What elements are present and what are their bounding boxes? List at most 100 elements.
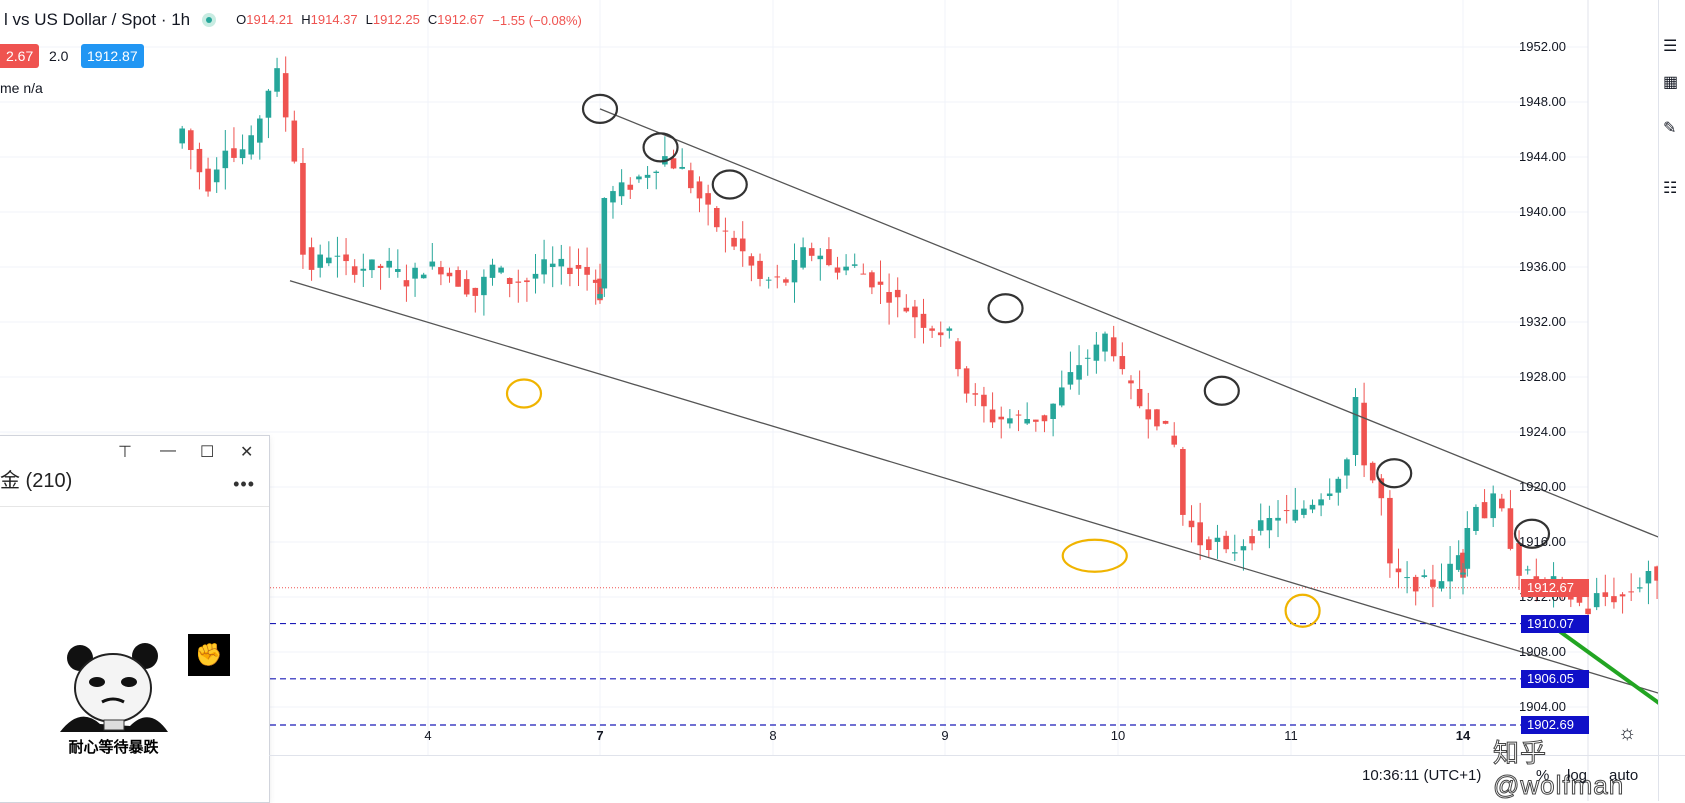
candle-body [670,158,677,169]
candle-body [231,148,237,158]
minimize-button[interactable]: — [160,442,176,459]
candle-body [1309,504,1316,510]
trendline-upper [599,108,1685,549]
maximize-button[interactable]: ☐ [200,444,215,461]
candle-body [808,248,815,256]
candle-body [386,260,392,268]
price-tick-label: 1928.00 [1519,369,1566,384]
annotations [505,93,1685,731]
candle-body [1058,387,1065,406]
candle-body [843,266,849,271]
candle-body [1033,419,1039,422]
candle-body [1240,546,1247,551]
menu-icon[interactable]: ☰ [1663,38,1678,55]
log-button[interactable]: log [1567,767,1588,784]
candle-body [713,208,720,228]
candle-body [1154,409,1160,427]
candle-body [1162,420,1169,424]
candle-body [575,264,582,269]
candle-body [265,90,272,118]
time-tick-label: 8 [769,728,777,743]
pin-icon[interactable]: ⊤ [118,444,132,461]
candle-body [1455,555,1462,570]
price-tick-label: 1908.00 [1519,644,1566,659]
pencil-icon[interactable]: ✎ [1663,120,1677,137]
close-button[interactable]: ✕ [240,444,254,461]
trendline-lower [289,280,1685,702]
candle-body [438,267,444,275]
candle-body [567,267,573,275]
peak-circle [711,169,748,200]
candle-body [1344,459,1350,476]
candle-body [1050,403,1056,420]
candle-body [351,266,358,275]
candle-body [1490,493,1496,519]
candle-body [1412,576,1419,592]
symbol-title[interactable]: l vs US Dollar / Spot · 1h [4,10,191,29]
candle-body [972,393,979,395]
candle-body [1206,539,1212,551]
candle-body [1015,414,1022,416]
candle-body [1378,478,1385,499]
time-tick-label: 4 [424,728,432,743]
percent-button[interactable]: % [1536,767,1550,784]
peak-circle [581,93,619,124]
candle-body [1326,493,1333,496]
candle-body [1128,380,1134,384]
candle-body [1369,462,1376,481]
candle-body [248,135,254,155]
candle-body [1481,502,1488,519]
candle-body [981,394,987,407]
candle-body [1619,594,1626,597]
candle-body [1404,577,1410,579]
candle-body [696,181,703,199]
time-tick-label: 10 [1110,728,1126,743]
level-price-tag: 1906.05 [1521,669,1589,688]
price-tick-label: 1940.00 [1519,204,1566,219]
chart-header: l vs US Dollar / Spot · 1h O1914.21 H1914… [0,8,590,32]
settings-icon[interactable]: ☼ [1618,722,1637,744]
ohlc-l: L1912.25 [365,12,420,27]
candle-body [592,279,599,283]
candle-body [377,265,384,268]
support-circle [505,378,543,409]
candle-body [1460,572,1466,575]
ohlc-h: H1914.37 [301,12,358,27]
trendlines[interactable] [289,108,1685,707]
grid-icon[interactable]: ▦ [1663,74,1679,91]
candle-body [429,261,436,267]
time-tick-label: 7 [596,728,604,743]
price-change: −1.55 (−0.08%) [492,12,582,28]
candle-body [1275,517,1281,521]
ohlc-o: O1914.21 [236,12,294,27]
sell-button[interactable]: 2.67 [0,44,40,68]
candle-body [1301,508,1307,515]
candle-body [748,256,755,266]
price-tick-label: 1924.00 [1519,424,1566,439]
candle-body [257,118,263,143]
candle-body [597,294,603,299]
candle-body [851,264,858,266]
candle-body [222,150,229,169]
list-icon[interactable]: ☷ [1663,180,1678,197]
volume-label: me n/a [0,80,43,96]
floating-window[interactable]: ⊤ — ☐ ✕ 金 (210) ••• 耐心等待暴跌 ✊ [0,435,270,803]
divider [0,506,269,507]
candle-body [179,128,185,144]
candle-body [188,130,194,151]
auto-button[interactable]: auto [1609,767,1639,784]
price-tick-label: 1944.00 [1519,149,1566,164]
more-menu-button[interactable]: ••• [233,474,255,494]
candle-body [506,278,513,284]
ohlc-values: O1914.21 H1914.37 L1912.25 C1912.67 [236,11,492,29]
watermark: 知乎 @wolfman [1493,738,1625,801]
candle-body [1171,435,1178,445]
buy-button[interactable]: 1912.87 [81,44,144,68]
candle-body [937,332,944,336]
candle-body [481,276,487,296]
ohlc-c: C1912.67 [427,12,485,27]
candle-body [1473,506,1479,531]
panda-face-icon [60,643,168,732]
peak-circle [1513,518,1551,549]
price-tick-label: 1920.00 [1519,479,1566,494]
